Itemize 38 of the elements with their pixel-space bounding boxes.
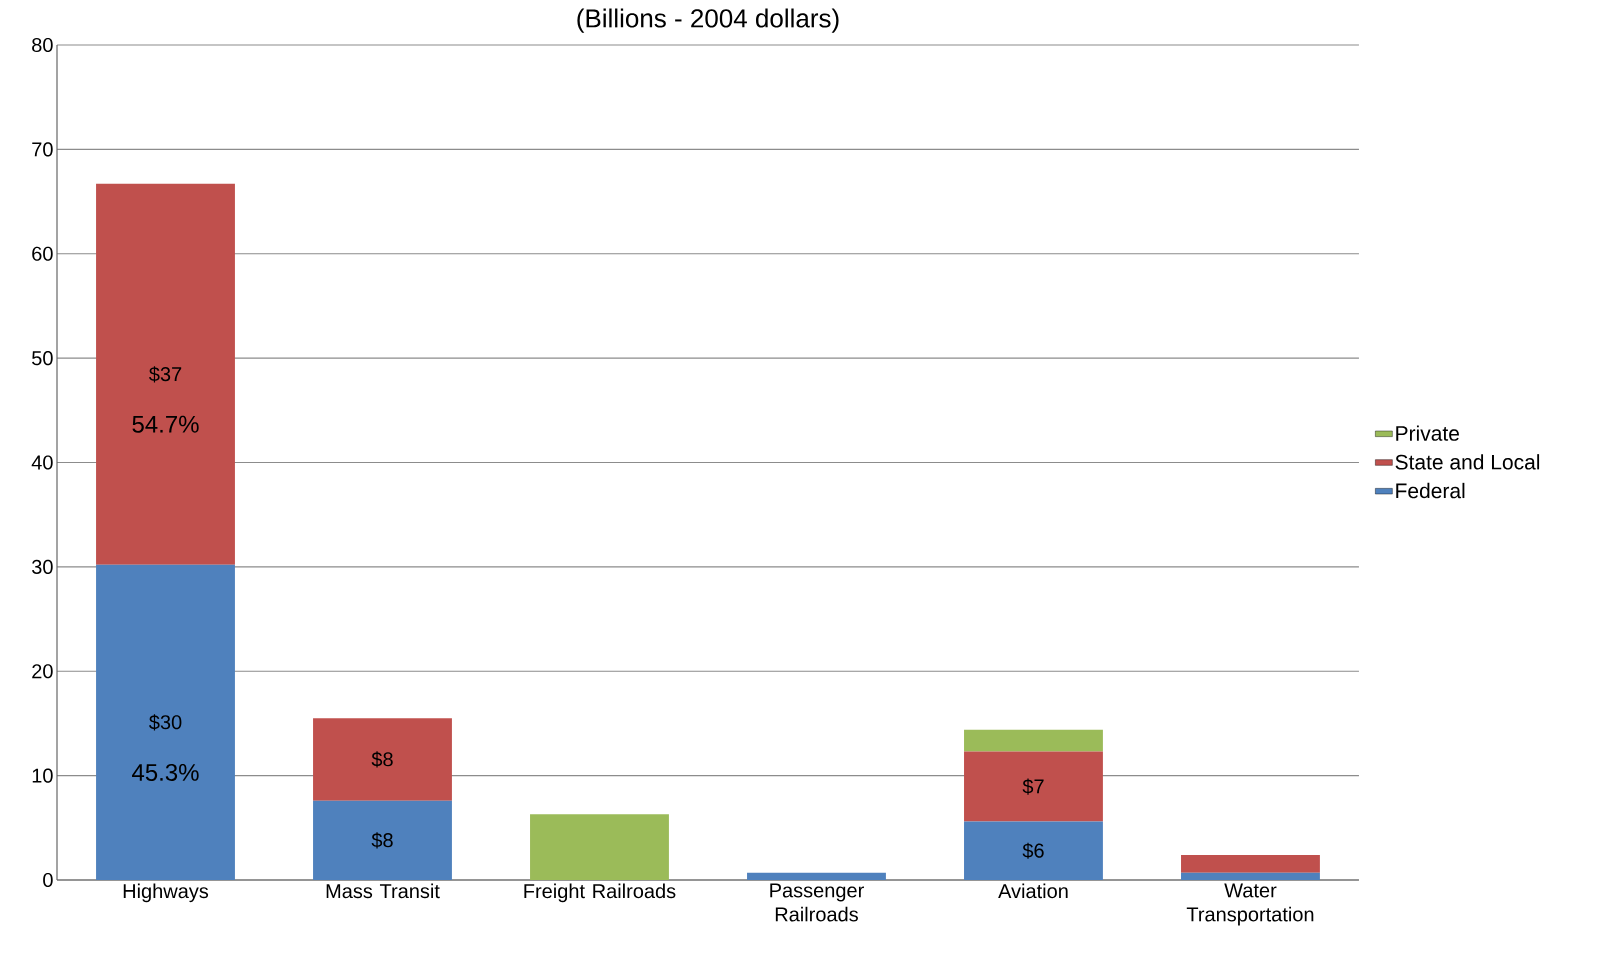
x-tick-label: Passenger Railroads [770, 883, 864, 922]
data-label: $30 [149, 714, 182, 731]
bar [1181, 854, 1320, 873]
legend-label: Federal [1396, 482, 1465, 499]
y-tick-label: 0 [43, 872, 53, 888]
annotation: 54.7% [132, 415, 199, 433]
x-tick-label: Water Transportation [1186, 883, 1314, 926]
y-tick-label: 50 [32, 351, 53, 366]
data-label: $6 [1022, 842, 1044, 859]
y-tick-label: 70 [32, 142, 53, 157]
y-tick-label: 10 [32, 768, 53, 783]
chart-title: (Billions - 2004 dollars) [577, 8, 839, 33]
bar [964, 821, 1103, 880]
bar [96, 564, 235, 880]
bar [313, 718, 452, 801]
bar [747, 872, 886, 880]
bar [964, 729, 1103, 752]
bar [530, 814, 669, 880]
x-tick-label: Freight Railroads [524, 883, 676, 903]
y-tick-label: 80 [32, 37, 53, 53]
y-tick-label: 60 [32, 246, 53, 261]
y-tick-label: 20 [32, 664, 53, 679]
bar [313, 800, 452, 880]
legend-label: Private [1396, 425, 1459, 441]
y-tick-label: 30 [32, 559, 53, 574]
data-label: $8 [371, 751, 393, 768]
bar [96, 183, 235, 565]
legend-label: State and Local [1395, 454, 1540, 470]
data-label: $8 [371, 832, 393, 849]
x-tick-label: Mass Transit [326, 883, 440, 899]
data-label: $37 [149, 366, 182, 383]
bar [964, 751, 1103, 822]
x-tick-label: Aviation [998, 883, 1068, 899]
data-label: $7 [1022, 778, 1044, 795]
y-tick-label: 40 [31, 455, 53, 470]
bar [1181, 872, 1320, 880]
annotation: 45.3% [132, 763, 199, 781]
x-tick-label: Highways [123, 883, 209, 903]
